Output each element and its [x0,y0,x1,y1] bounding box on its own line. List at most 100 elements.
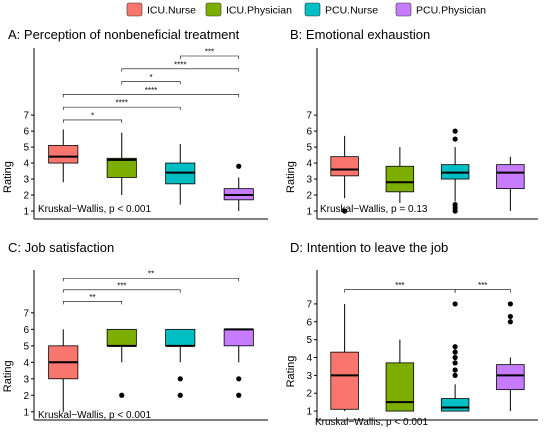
box-pcu-physician [223,328,254,398]
box-icu-physician [106,132,137,196]
y-tick-label: 4 [23,358,29,369]
box-pcu-nurse [440,301,470,412]
legend-label-1: ICU.Physician [226,5,292,17]
box-icu-nurse [330,135,359,214]
box-icu-physician [106,328,137,398]
comparison-bracket: **** [62,99,181,111]
bracket-line [62,301,123,305]
y-tick-label: 7 [306,299,312,310]
panels: A: Perception of nonbeneficial treatment… [2,27,538,428]
y-tick-label: 4 [306,353,312,364]
kruskal-wallis-annotation: Kruskal−Wallis, p < 0.001 [38,204,151,215]
panel-title: B: Emotional exhaustion [290,27,430,42]
y-tick-label: 6 [23,127,29,138]
kruskal-wallis-annotation: Kruskal−Wallis, p = 0.13 [320,204,428,215]
y-tick-label: 3 [306,175,312,186]
outlier-point [452,372,458,378]
comparison-bracket: ** [62,293,123,305]
box-iqr [330,351,359,410]
outlier-point [452,136,458,142]
y-tick-label: 5 [23,341,29,352]
y-tick-label: 1 [23,207,29,218]
y-tick-label: 5 [23,143,29,154]
y-tick-label: 7 [23,308,29,319]
panel-title: A: Perception of nonbeneficial treatment [8,27,240,42]
outlier-point [342,208,348,214]
y-tick-label: 2 [306,191,312,202]
comparison-bracket: *** [179,47,240,59]
y-tick-label: 6 [306,127,312,138]
y-tick-label: 7 [306,111,312,122]
box-icu-nurse [48,129,79,183]
box-pcu-physician [496,156,525,212]
outlier-point [452,354,458,361]
outlier-point [507,301,513,307]
bracket-line [62,289,181,293]
box-iqr [106,328,137,347]
comparison-bracket: * [62,111,123,123]
legend-label-3: PCU.Physician [416,5,486,17]
comparison-bracket: **** [121,60,240,72]
box-icu-nurse [330,303,359,412]
y-tick-label: 4 [306,159,312,170]
outlier-point [452,301,458,307]
outlier-point [177,376,183,382]
outlier-point [507,319,513,325]
panel-title: C: Job satisfaction [8,240,114,255]
bracket-line [179,55,240,59]
outlier-point [507,313,513,320]
panel-b: B: Emotional exhaustion Rating 1 2 3 4 5 6 7 Krus… [285,27,538,220]
legend-key-0 [126,2,143,17]
y-axis-label: Rating [285,161,297,193]
significance-label: **** [145,86,157,95]
outlier-point [452,344,458,350]
y-tick-label: 3 [23,175,29,186]
outlier-point [452,349,458,355]
y-tick-label: 3 [306,371,312,382]
bracket-line [62,94,240,98]
box-pcu-physician [496,301,525,412]
bracket-line [121,81,181,85]
bracket-line [121,68,240,72]
box-icu-physician [385,147,415,204]
significance-label: * [149,73,152,82]
legend-key-1 [205,2,222,17]
outlier-point [452,367,458,373]
box-iqr [48,145,79,164]
y-tick-label: 1 [306,207,312,218]
comparison-bracket: *** [344,281,456,293]
comparison-bracket: * [121,73,181,85]
y-tick-label: 1 [23,407,29,418]
legend-label-2: PCU.Nurse [325,5,378,17]
significance-label: **** [116,99,128,108]
y-tick-label: 2 [23,391,29,402]
comparison-bracket: ** [62,270,240,282]
significance-label: * [91,111,94,120]
y-tick-label: 2 [23,191,29,202]
significance-label: *** [478,281,487,290]
kruskal-wallis-annotation: Kruskal−Wallis, p < 0.001 [38,410,151,421]
outlier-point [119,392,125,398]
y-tick-label: 2 [306,389,312,400]
outlier-point [236,376,242,382]
y-axis-label: Rating [2,360,14,392]
comparison-bracket: **** [62,86,240,98]
comparison-bracket: *** [62,281,181,293]
y-tick-label: 6 [306,317,312,328]
significance-label: **** [174,60,186,69]
outlier-point [452,208,458,214]
box-pcu-nurse [165,328,196,398]
y-tick-label: 6 [23,325,29,336]
box-iqr [106,157,137,178]
outlier-point [177,392,183,398]
box-icu-nurse [48,329,79,412]
box-iqr [385,362,415,412]
box-pcu-nurse [440,128,470,214]
box-iqr [165,328,196,347]
panel-title: D: Intention to leave the job [290,240,448,255]
y-tick-label: 3 [23,374,29,385]
legend-key-3 [395,2,412,17]
panel-c: C: Job satisfactionRating1234567*******K… [2,240,268,421]
box-icu-physician [385,339,415,412]
